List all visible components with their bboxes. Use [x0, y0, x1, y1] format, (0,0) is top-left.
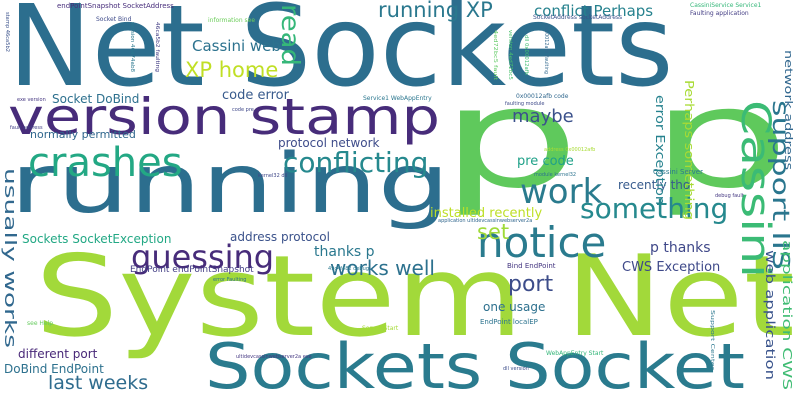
word-net-sockets: Net Sockets	[8, 0, 673, 112]
word-code-pre: code pre	[232, 107, 254, 113]
word-webappentry-start: WebAppEntry Start	[546, 350, 604, 357]
word-cassini-server: Cassini Server	[653, 168, 703, 176]
word-see-help: see Help	[27, 320, 53, 327]
word-guessing: guessing	[131, 238, 274, 276]
word-sockets-socketexception: Sockets SocketException	[22, 232, 171, 246]
word-version-4ed72bc5: version 4ed72bc5	[507, 30, 513, 80]
word-information-see: information see	[208, 17, 255, 24]
word-p-p: p p	[440, 58, 790, 219]
word-0x00012afb-faulting: 0x00012afb Faulting	[543, 24, 549, 74]
word-perhaps-something: Perhaps something	[682, 80, 696, 220]
word-ultidevcassinwebserver2a-exe: ultidevcassinwebserver2a exe	[236, 354, 312, 360]
word-running: running	[10, 137, 450, 232]
word-endpointsnapshot-socketaddress: endPointSnapshot SocketAddress	[57, 2, 174, 10]
word-one-usage: one usage	[483, 300, 545, 314]
word-installed-recently: installed recently	[430, 206, 542, 221]
word-different-port: different port	[18, 347, 98, 361]
word-fault-address: fault address	[10, 125, 43, 131]
word-error-exception: error Exception	[653, 95, 667, 205]
word-address-0x00012afb: address 0x00012afb	[544, 147, 595, 153]
word-notice: notice	[477, 218, 606, 267]
word-endpoint-localep: EndPoint localEP	[480, 318, 538, 326]
word-49c4f482-debug: 49c4f482 debug	[328, 266, 369, 272]
word-dll-version: dll version	[503, 366, 529, 372]
word-set: set	[477, 220, 509, 244]
word-socket-dobind: Socket DoBind	[52, 92, 139, 106]
word-faulting-application: Faulting application	[690, 10, 749, 17]
word-service1-webappentry: Service1 WebAppEntry	[363, 95, 432, 102]
word-application-ultidevcassinwebserver2a: application ultidevcassinwebserver2a	[438, 218, 532, 224]
word-debug-fault: debug fault	[715, 193, 744, 199]
word-cassiniservice-service1: CassiniService Service1	[690, 2, 762, 9]
word-cassini: Cassini	[732, 100, 778, 278]
word-usually-works: usually works	[1, 168, 20, 348]
word-socket-bind: Socket Bind	[96, 16, 132, 23]
word-module-kernel32: module kernel32	[534, 172, 576, 178]
word-kernel32-dll: kernel32 dll	[258, 173, 287, 179]
word-4ed72bc5-fault: 4ed72bc5 fault	[492, 30, 498, 80]
word-conflict-perhaps: conflict Perhaps	[534, 2, 653, 20]
word-system-net: System Net	[35, 232, 795, 362]
word-server-start: Server Start	[362, 325, 399, 332]
word-works-well: works well	[330, 256, 435, 280]
word-address-protocol: address protocol	[230, 230, 330, 244]
word-application-cws: application CWS	[780, 240, 794, 390]
word-conflicting: conflicting	[283, 146, 428, 179]
word-version-stamp: version stamp	[8, 88, 440, 146]
word-sockets-socket: Sockets Socket	[205, 330, 745, 400]
word-work: work	[520, 172, 603, 212]
word-protocol-network: protocol network	[278, 136, 380, 150]
word-thanks-p: thanks p	[314, 244, 375, 260]
word-recently-tho: recently tho	[618, 178, 690, 192]
word-dll-0x00012afb: dll 0x00012afb	[523, 35, 529, 75]
word-last-weeks: last weeks	[48, 372, 148, 394]
word-support-iis: support IIS	[767, 100, 793, 270]
word-0x00012afb-code: 0x00012afb code	[516, 93, 569, 100]
word-port: port	[508, 272, 553, 297]
word-normally-permitted: normally permitted	[30, 128, 136, 141]
word-bind-endpoint: Bind EndPoint	[507, 262, 556, 270]
word-read: read	[276, 4, 305, 66]
word-pre-code: pre code	[517, 154, 574, 169]
word-code-error: code error	[222, 88, 290, 103]
word-support-center: Support Center	[709, 310, 715, 371]
word-dobind-endpoint: DoBind EndPoint	[4, 362, 104, 376]
word-stamp-46ca5b2: stamp 46ca5b2	[4, 12, 10, 52]
word-version-46a74ab8: version 46a74ab8	[129, 22, 135, 72]
word-network-address: network address	[782, 50, 795, 170]
word-crashes: crashes	[28, 140, 183, 186]
word-endpoint-endpointsnapshot: EndPoint endPointSnapshot	[130, 265, 254, 275]
word-cws-exception: CWS Exception	[622, 260, 720, 275]
word-socketaddress-socketaddress: SocketAddress socketAddress	[533, 14, 622, 21]
word-error-faulting: error Faulting	[213, 277, 246, 283]
word-maybe: maybe	[512, 106, 574, 127]
word-exe-version: exe version	[17, 97, 46, 103]
word-p-thanks: p thanks	[650, 240, 711, 256]
word-xp-home: XP home	[185, 58, 278, 82]
word-faulting-module: faulting module	[505, 101, 544, 107]
word-web-application: web application	[763, 250, 777, 380]
word-46ca5b2-faulting: 46ca5b2 faulting	[154, 22, 160, 72]
word-cassini-web: Cassini web	[192, 37, 281, 55]
word-running-xp: running XP	[378, 0, 493, 22]
word-something: something	[580, 192, 728, 225]
